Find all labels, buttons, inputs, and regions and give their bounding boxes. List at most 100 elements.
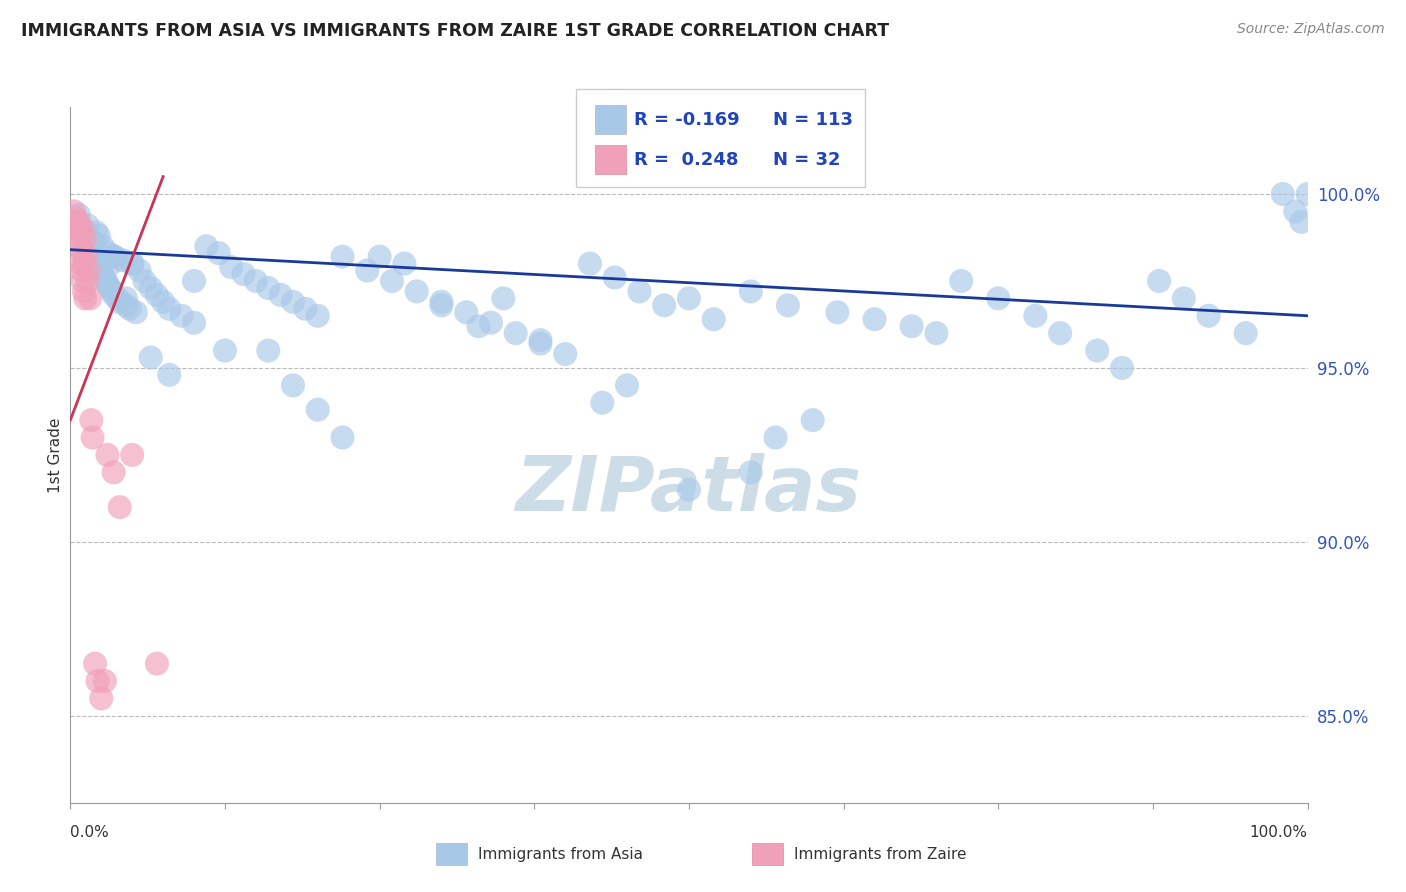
- Point: [467, 319, 489, 334]
- Point: [740, 285, 762, 299]
- Point: [146, 657, 169, 671]
- Point: [86, 673, 108, 688]
- Point: [863, 312, 886, 326]
- Point: [281, 378, 304, 392]
- Point: [139, 351, 162, 365]
- Point: [492, 291, 515, 305]
- Point: [281, 294, 304, 309]
- Point: [579, 256, 602, 270]
- Point: [65, 215, 87, 229]
- Point: [405, 285, 427, 299]
- Point: [603, 270, 626, 285]
- Point: [96, 274, 118, 288]
- Point: [678, 291, 700, 305]
- Point: [128, 263, 150, 277]
- Point: [1198, 309, 1220, 323]
- Point: [430, 294, 453, 309]
- Point: [67, 208, 90, 222]
- Point: [63, 204, 86, 219]
- Point: [678, 483, 700, 497]
- Point: [1296, 186, 1319, 201]
- Point: [270, 288, 292, 302]
- Point: [1085, 343, 1108, 358]
- Point: [103, 250, 125, 264]
- Text: IMMIGRANTS FROM ASIA VS IMMIGRANTS FROM ZAIRE 1ST GRADE CORRELATION CHART: IMMIGRANTS FROM ASIA VS IMMIGRANTS FROM …: [21, 22, 889, 40]
- Point: [65, 211, 87, 226]
- Point: [456, 305, 478, 319]
- Point: [1024, 309, 1046, 323]
- Point: [430, 298, 453, 312]
- Point: [67, 215, 90, 229]
- Point: [93, 270, 115, 285]
- Point: [65, 228, 87, 243]
- Point: [505, 326, 527, 340]
- Point: [616, 378, 638, 392]
- Point: [105, 291, 128, 305]
- Point: [529, 336, 551, 351]
- Point: [79, 232, 101, 246]
- Text: Source: ZipAtlas.com: Source: ZipAtlas.com: [1237, 22, 1385, 37]
- Point: [170, 309, 193, 323]
- Point: [139, 281, 162, 295]
- Point: [219, 260, 242, 274]
- Point: [69, 256, 91, 270]
- Point: [125, 305, 148, 319]
- Point: [121, 448, 143, 462]
- Point: [368, 250, 391, 264]
- Point: [70, 263, 93, 277]
- Point: [554, 347, 576, 361]
- Point: [121, 256, 143, 270]
- Point: [77, 243, 100, 257]
- Point: [82, 430, 104, 444]
- Point: [84, 225, 107, 239]
- Point: [101, 285, 124, 299]
- Point: [591, 395, 613, 409]
- Point: [84, 256, 107, 270]
- Point: [70, 239, 93, 253]
- Point: [394, 256, 416, 270]
- Text: N = 32: N = 32: [773, 151, 841, 169]
- Point: [103, 288, 125, 302]
- Point: [195, 239, 218, 253]
- Point: [115, 298, 138, 312]
- Point: [84, 657, 107, 671]
- Point: [740, 465, 762, 479]
- Point: [86, 260, 108, 274]
- Point: [900, 319, 922, 334]
- Point: [79, 291, 101, 305]
- Point: [90, 691, 112, 706]
- Point: [183, 274, 205, 288]
- Point: [1234, 326, 1257, 340]
- Point: [628, 285, 651, 299]
- Point: [214, 343, 236, 358]
- Text: Immigrants from Zaire: Immigrants from Zaire: [794, 847, 967, 862]
- Point: [75, 239, 97, 253]
- Text: Immigrants from Asia: Immigrants from Asia: [478, 847, 643, 862]
- Text: ZIPatlas: ZIPatlas: [516, 453, 862, 526]
- Point: [1111, 360, 1133, 375]
- Point: [66, 221, 89, 235]
- Point: [183, 316, 205, 330]
- Point: [94, 673, 117, 688]
- Point: [94, 253, 117, 268]
- Point: [75, 291, 97, 305]
- Point: [73, 256, 96, 270]
- Point: [73, 228, 96, 243]
- Point: [69, 221, 91, 235]
- Point: [1173, 291, 1195, 305]
- Point: [103, 465, 125, 479]
- Point: [73, 285, 96, 299]
- Point: [950, 274, 973, 288]
- Text: R = -0.169: R = -0.169: [634, 111, 740, 128]
- Point: [356, 263, 378, 277]
- Point: [121, 256, 143, 270]
- Point: [1147, 274, 1170, 288]
- Point: [1271, 186, 1294, 201]
- Point: [89, 263, 111, 277]
- Point: [80, 246, 103, 260]
- Point: [529, 333, 551, 347]
- Text: 100.0%: 100.0%: [1250, 825, 1308, 840]
- Text: R =  0.248: R = 0.248: [634, 151, 738, 169]
- Point: [257, 281, 280, 295]
- Point: [72, 274, 94, 288]
